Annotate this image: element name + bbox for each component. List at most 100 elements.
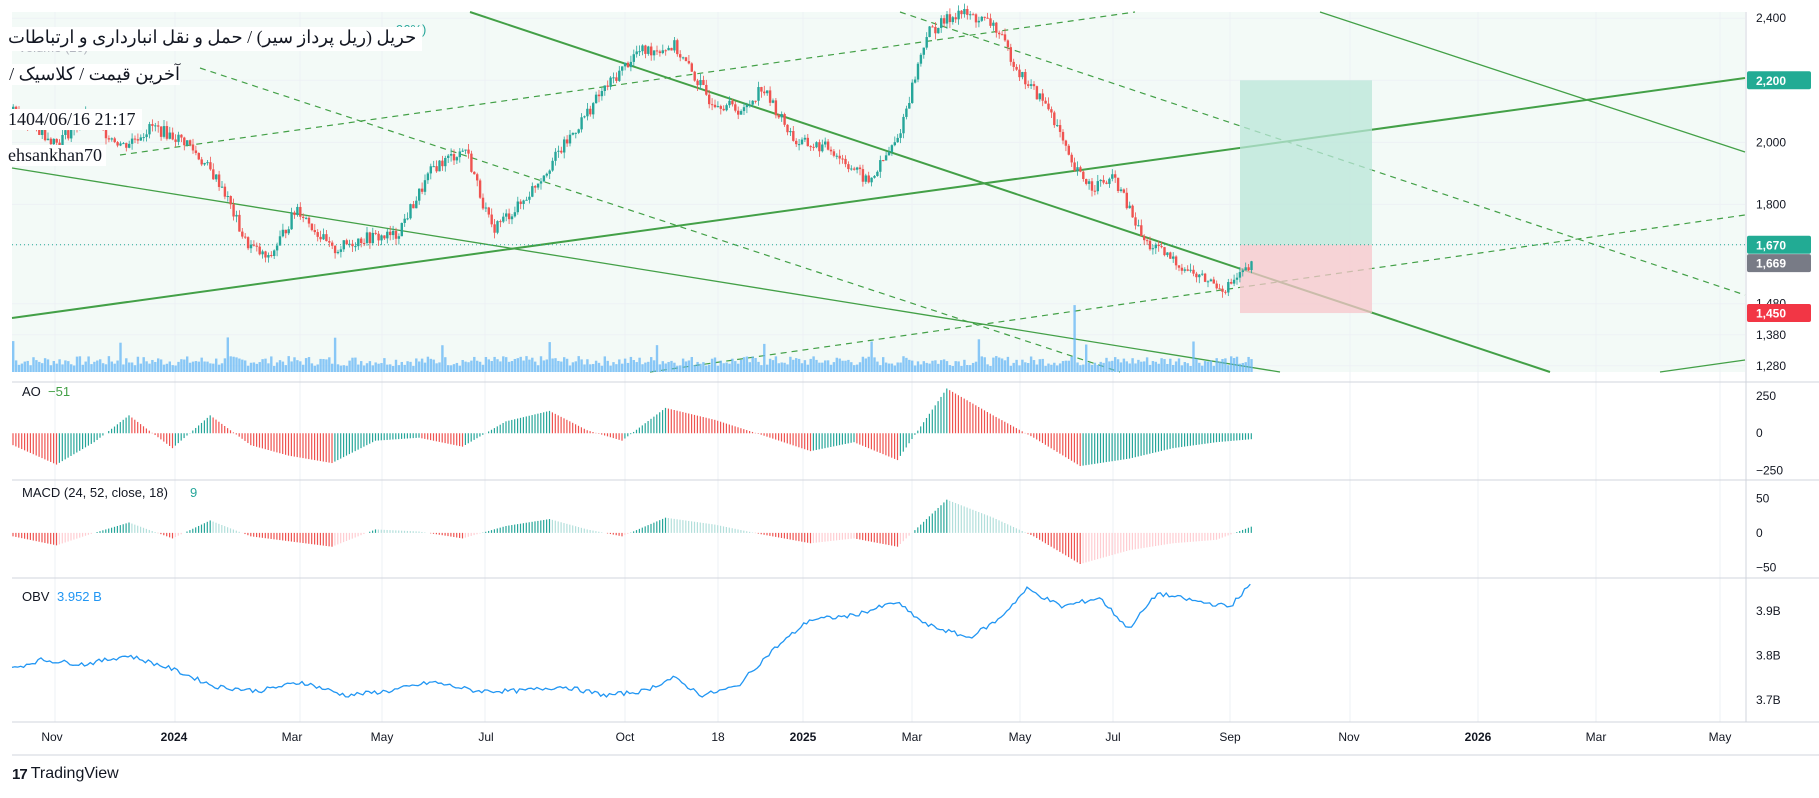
candle-body xyxy=(212,169,215,180)
candle-body xyxy=(797,144,801,146)
candle-body xyxy=(536,183,540,188)
candle-body xyxy=(748,104,751,106)
candle-body xyxy=(937,27,940,34)
candle-body xyxy=(1027,84,1030,86)
volume-bar xyxy=(1015,359,1018,372)
candle-body xyxy=(1099,179,1102,182)
volume-bar xyxy=(1180,365,1184,372)
volume-bar xyxy=(1148,364,1152,372)
volume-bar xyxy=(1038,359,1041,372)
candle-body xyxy=(357,238,360,247)
candle-body xyxy=(391,230,395,236)
volume-bar xyxy=(258,362,261,372)
candle-body xyxy=(380,235,383,241)
price-tick-label: 2,000 xyxy=(1756,135,1786,149)
volume-bar xyxy=(1128,363,1131,372)
candle-body xyxy=(708,94,711,105)
trend-line-8 xyxy=(649,214,1746,373)
candle-body xyxy=(603,85,606,91)
candle-body xyxy=(162,126,166,137)
candle-body xyxy=(754,100,757,102)
candle-body xyxy=(1015,66,1018,70)
candle-body xyxy=(745,105,749,108)
volume-bar xyxy=(661,361,664,372)
candle-body xyxy=(194,150,198,154)
candle-body xyxy=(1206,281,1210,283)
candle-body xyxy=(188,140,192,145)
candle-body xyxy=(824,141,827,145)
volume-bar xyxy=(505,357,508,372)
price-tick-label: 1,280 xyxy=(1756,359,1786,373)
volume-bar xyxy=(162,364,166,372)
price-badge-3 xyxy=(1747,304,1811,323)
ao-tick-label: 0 xyxy=(1756,426,1763,440)
time-tick-label: 2026 xyxy=(1465,730,1492,744)
time-tick-label: Jul xyxy=(1105,730,1120,744)
volume-bar xyxy=(96,360,99,372)
candle-body xyxy=(612,77,615,79)
candle-body xyxy=(502,216,505,222)
volume-bar xyxy=(93,361,96,372)
candle-body xyxy=(1044,100,1047,104)
volume-bar xyxy=(142,357,145,372)
volume-bar xyxy=(232,356,235,372)
candle-body xyxy=(43,128,47,141)
candle-body xyxy=(238,214,241,232)
candle-body xyxy=(1218,288,1221,290)
tradingview-brand[interactable]: 17 TradingView xyxy=(12,765,119,783)
candle-body xyxy=(55,138,58,143)
volume-bar xyxy=(1064,360,1068,372)
candle-body xyxy=(571,132,575,135)
volume-bar xyxy=(481,364,485,372)
candle-body xyxy=(1131,205,1134,218)
candle-body xyxy=(299,206,302,217)
candle-body xyxy=(244,236,247,238)
volume-bar xyxy=(116,360,119,372)
candle-body xyxy=(670,47,673,51)
price-badge-label-3: 1,450 xyxy=(1756,307,1786,321)
candle-body xyxy=(447,155,450,158)
volume-bar xyxy=(922,361,925,372)
candle-body xyxy=(728,100,731,106)
volume-bar xyxy=(983,357,986,372)
volume-bar xyxy=(853,365,856,372)
volume-bar xyxy=(861,356,865,372)
volume-bar xyxy=(339,365,343,372)
volume-bar xyxy=(966,365,969,372)
candle-body xyxy=(655,50,659,52)
volume-bar xyxy=(281,361,285,372)
candle-body xyxy=(516,201,519,213)
volume-bar xyxy=(1000,358,1004,372)
volume-bar xyxy=(844,360,847,372)
candle-body xyxy=(1148,240,1152,250)
volume-bar xyxy=(188,362,192,372)
volume-bar xyxy=(267,363,270,372)
candle-body xyxy=(296,206,299,216)
volume-bar xyxy=(246,365,250,372)
candle-body xyxy=(264,251,267,258)
volume-bar xyxy=(516,358,519,372)
candle-body xyxy=(406,218,409,220)
candle-series xyxy=(12,3,1253,298)
candle-body xyxy=(302,216,305,218)
candle-body xyxy=(426,173,430,181)
candle-body xyxy=(884,155,888,161)
candle-body xyxy=(1247,267,1250,271)
candle-body xyxy=(731,100,734,105)
volume-bar xyxy=(1018,365,1021,372)
volume-bar xyxy=(104,364,108,372)
candle-body xyxy=(310,223,314,231)
candle-body xyxy=(496,221,499,233)
candle-body xyxy=(157,125,160,127)
volume-bar xyxy=(1058,363,1062,372)
obv-legend-value: 3.952 B xyxy=(57,589,102,604)
volume-bar xyxy=(542,360,546,372)
candle-body xyxy=(710,104,714,106)
volume-bar xyxy=(362,365,366,372)
volume-bar xyxy=(342,365,345,372)
candle-body xyxy=(574,132,577,134)
volume-bar xyxy=(235,357,238,372)
candle-body xyxy=(534,186,537,188)
candle-body xyxy=(70,129,73,139)
